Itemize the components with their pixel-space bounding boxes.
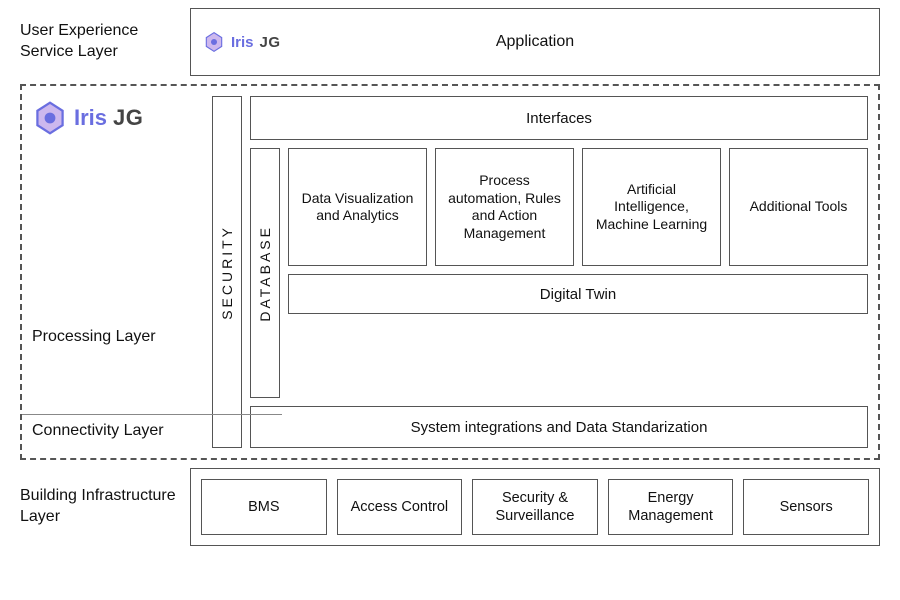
digital-twin-box: Digital Twin bbox=[288, 274, 868, 314]
brand-text-jg: JG bbox=[260, 34, 281, 51]
database-column: DATABASE bbox=[250, 148, 280, 398]
module-box: Additional Tools bbox=[729, 148, 868, 266]
modules-and-twin: Data Visualization and Analytics Process… bbox=[288, 148, 868, 398]
building-module-box: Energy Management bbox=[608, 479, 734, 535]
building-outer-box: BMS Access Control Security & Surveillan… bbox=[190, 468, 880, 546]
security-column: SECURITY bbox=[212, 96, 242, 448]
brand-text-iris: Iris bbox=[74, 105, 107, 131]
interfaces-box: Interfaces bbox=[250, 96, 868, 140]
iris-logo-icon bbox=[203, 31, 225, 53]
processing-modules-row: Data Visualization and Analytics Process… bbox=[288, 148, 868, 266]
building-modules-row: BMS Access Control Security & Surveillan… bbox=[201, 479, 869, 535]
brand-text-jg: JG bbox=[113, 105, 143, 131]
dashed-right-content: SECURITY Interfaces DATABASE Data Visual… bbox=[212, 96, 868, 448]
brand-logo-large: IrisJG bbox=[32, 100, 202, 136]
security-label: SECURITY bbox=[219, 225, 235, 320]
dashed-processing-block: IrisJG Processing Layer Connectivity Lay… bbox=[20, 84, 880, 460]
building-module-box: BMS bbox=[201, 479, 327, 535]
module-box: Data Visualization and Analytics bbox=[288, 148, 427, 266]
dashed-left-column: IrisJG Processing Layer Connectivity Lay… bbox=[32, 96, 202, 448]
connectivity-layer-label: Connectivity Layer bbox=[32, 415, 202, 448]
layer-building-row: Building Infrastructure Layer BMS Access… bbox=[20, 468, 880, 546]
dashed-layer-labels: Processing Layer Connectivity Layer bbox=[32, 321, 202, 448]
processing-stack: Interfaces DATABASE Data Visualization a… bbox=[250, 96, 868, 448]
connectivity-box: System integrations and Data Standarizat… bbox=[250, 406, 868, 448]
database-label: DATABASE bbox=[257, 225, 273, 322]
db-and-modules-row: DATABASE Data Visualization and Analytic… bbox=[250, 148, 868, 398]
brand-logo-small: Iris JG bbox=[203, 31, 281, 53]
module-box: Process automation, Rules and Action Man… bbox=[435, 148, 574, 266]
iris-logo-icon bbox=[32, 100, 68, 136]
brand-text-iris: Iris bbox=[231, 34, 254, 51]
module-box: Artificial Intelligence, Machine Learnin… bbox=[582, 148, 721, 266]
layer-building-label: Building Infrastructure Layer bbox=[20, 468, 190, 546]
building-module-box: Access Control bbox=[337, 479, 463, 535]
building-module-box: Sensors bbox=[743, 479, 869, 535]
application-box: Iris JG Application bbox=[190, 8, 880, 76]
processing-layer-label: Processing Layer bbox=[32, 321, 202, 354]
layer-ux-label: User Experience Service Layer bbox=[20, 8, 190, 76]
layer-building-content: BMS Access Control Security & Surveillan… bbox=[190, 468, 880, 546]
building-module-box: Security & Surveillance bbox=[472, 479, 598, 535]
application-label: Application bbox=[199, 17, 871, 67]
layer-ux-row: User Experience Service Layer Iris JG App… bbox=[20, 8, 880, 76]
layer-ux-content: Iris JG Application bbox=[190, 8, 880, 76]
